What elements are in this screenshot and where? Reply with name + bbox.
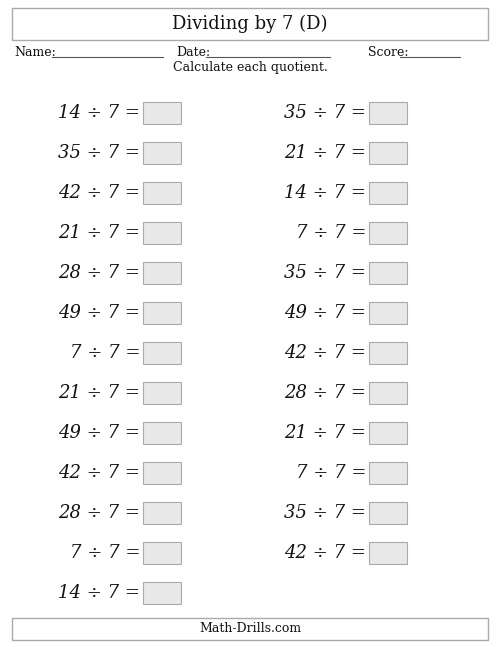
Text: Dividing by 7 (D): Dividing by 7 (D)	[172, 15, 328, 33]
Text: Calculate each quotient.: Calculate each quotient.	[172, 61, 328, 74]
Text: 28 ÷ 7 =: 28 ÷ 7 =	[58, 264, 140, 282]
Text: 14 ÷ 7 =: 14 ÷ 7 =	[284, 184, 366, 202]
Bar	[143, 222, 181, 244]
Bar	[143, 462, 181, 484]
Bar	[369, 542, 407, 564]
Text: 7 ÷ 7 =: 7 ÷ 7 =	[70, 344, 140, 362]
Text: 35 ÷ 7 =: 35 ÷ 7 =	[58, 144, 140, 162]
Text: 7 ÷ 7 =: 7 ÷ 7 =	[296, 224, 366, 242]
Text: 42 ÷ 7 =: 42 ÷ 7 =	[58, 184, 140, 202]
Bar	[369, 222, 407, 244]
Bar	[369, 502, 407, 524]
Bar	[369, 422, 407, 444]
Bar	[143, 262, 181, 284]
Text: 7 ÷ 7 =: 7 ÷ 7 =	[70, 544, 140, 562]
Text: 42 ÷ 7 =: 42 ÷ 7 =	[284, 344, 366, 362]
Text: 49 ÷ 7 =: 49 ÷ 7 =	[58, 424, 140, 442]
Text: 21 ÷ 7 =: 21 ÷ 7 =	[58, 384, 140, 402]
Text: 7 ÷ 7 =: 7 ÷ 7 =	[296, 464, 366, 482]
Text: Math-Drills.com: Math-Drills.com	[199, 622, 301, 635]
Bar	[369, 102, 407, 124]
Text: 21 ÷ 7 =: 21 ÷ 7 =	[58, 224, 140, 242]
Text: Score:: Score:	[368, 45, 408, 58]
Text: 21 ÷ 7 =: 21 ÷ 7 =	[284, 144, 366, 162]
Bar	[143, 102, 181, 124]
Text: 42 ÷ 7 =: 42 ÷ 7 =	[58, 464, 140, 482]
Text: Name:: Name:	[14, 45, 56, 58]
Bar	[369, 382, 407, 404]
Bar	[143, 422, 181, 444]
Bar	[143, 342, 181, 364]
Text: 35 ÷ 7 =: 35 ÷ 7 =	[284, 264, 366, 282]
Bar	[143, 302, 181, 324]
Bar	[369, 142, 407, 164]
Text: 35 ÷ 7 =: 35 ÷ 7 =	[284, 104, 366, 122]
Bar	[143, 142, 181, 164]
Text: 28 ÷ 7 =: 28 ÷ 7 =	[58, 504, 140, 522]
Text: 42 ÷ 7 =: 42 ÷ 7 =	[284, 544, 366, 562]
Bar	[143, 382, 181, 404]
Bar	[369, 342, 407, 364]
Bar	[143, 182, 181, 204]
Bar	[143, 582, 181, 604]
Bar	[369, 302, 407, 324]
Bar	[12, 8, 488, 40]
Text: Date:: Date:	[176, 45, 210, 58]
Bar	[369, 262, 407, 284]
Text: 49 ÷ 7 =: 49 ÷ 7 =	[58, 304, 140, 322]
Text: 21 ÷ 7 =: 21 ÷ 7 =	[284, 424, 366, 442]
Bar	[12, 618, 488, 640]
Text: 14 ÷ 7 =: 14 ÷ 7 =	[58, 584, 140, 602]
Bar	[143, 542, 181, 564]
Text: 28 ÷ 7 =: 28 ÷ 7 =	[284, 384, 366, 402]
Text: 49 ÷ 7 =: 49 ÷ 7 =	[284, 304, 366, 322]
Text: 35 ÷ 7 =: 35 ÷ 7 =	[284, 504, 366, 522]
Bar	[369, 182, 407, 204]
Bar	[369, 462, 407, 484]
Text: 14 ÷ 7 =: 14 ÷ 7 =	[58, 104, 140, 122]
Bar	[143, 502, 181, 524]
